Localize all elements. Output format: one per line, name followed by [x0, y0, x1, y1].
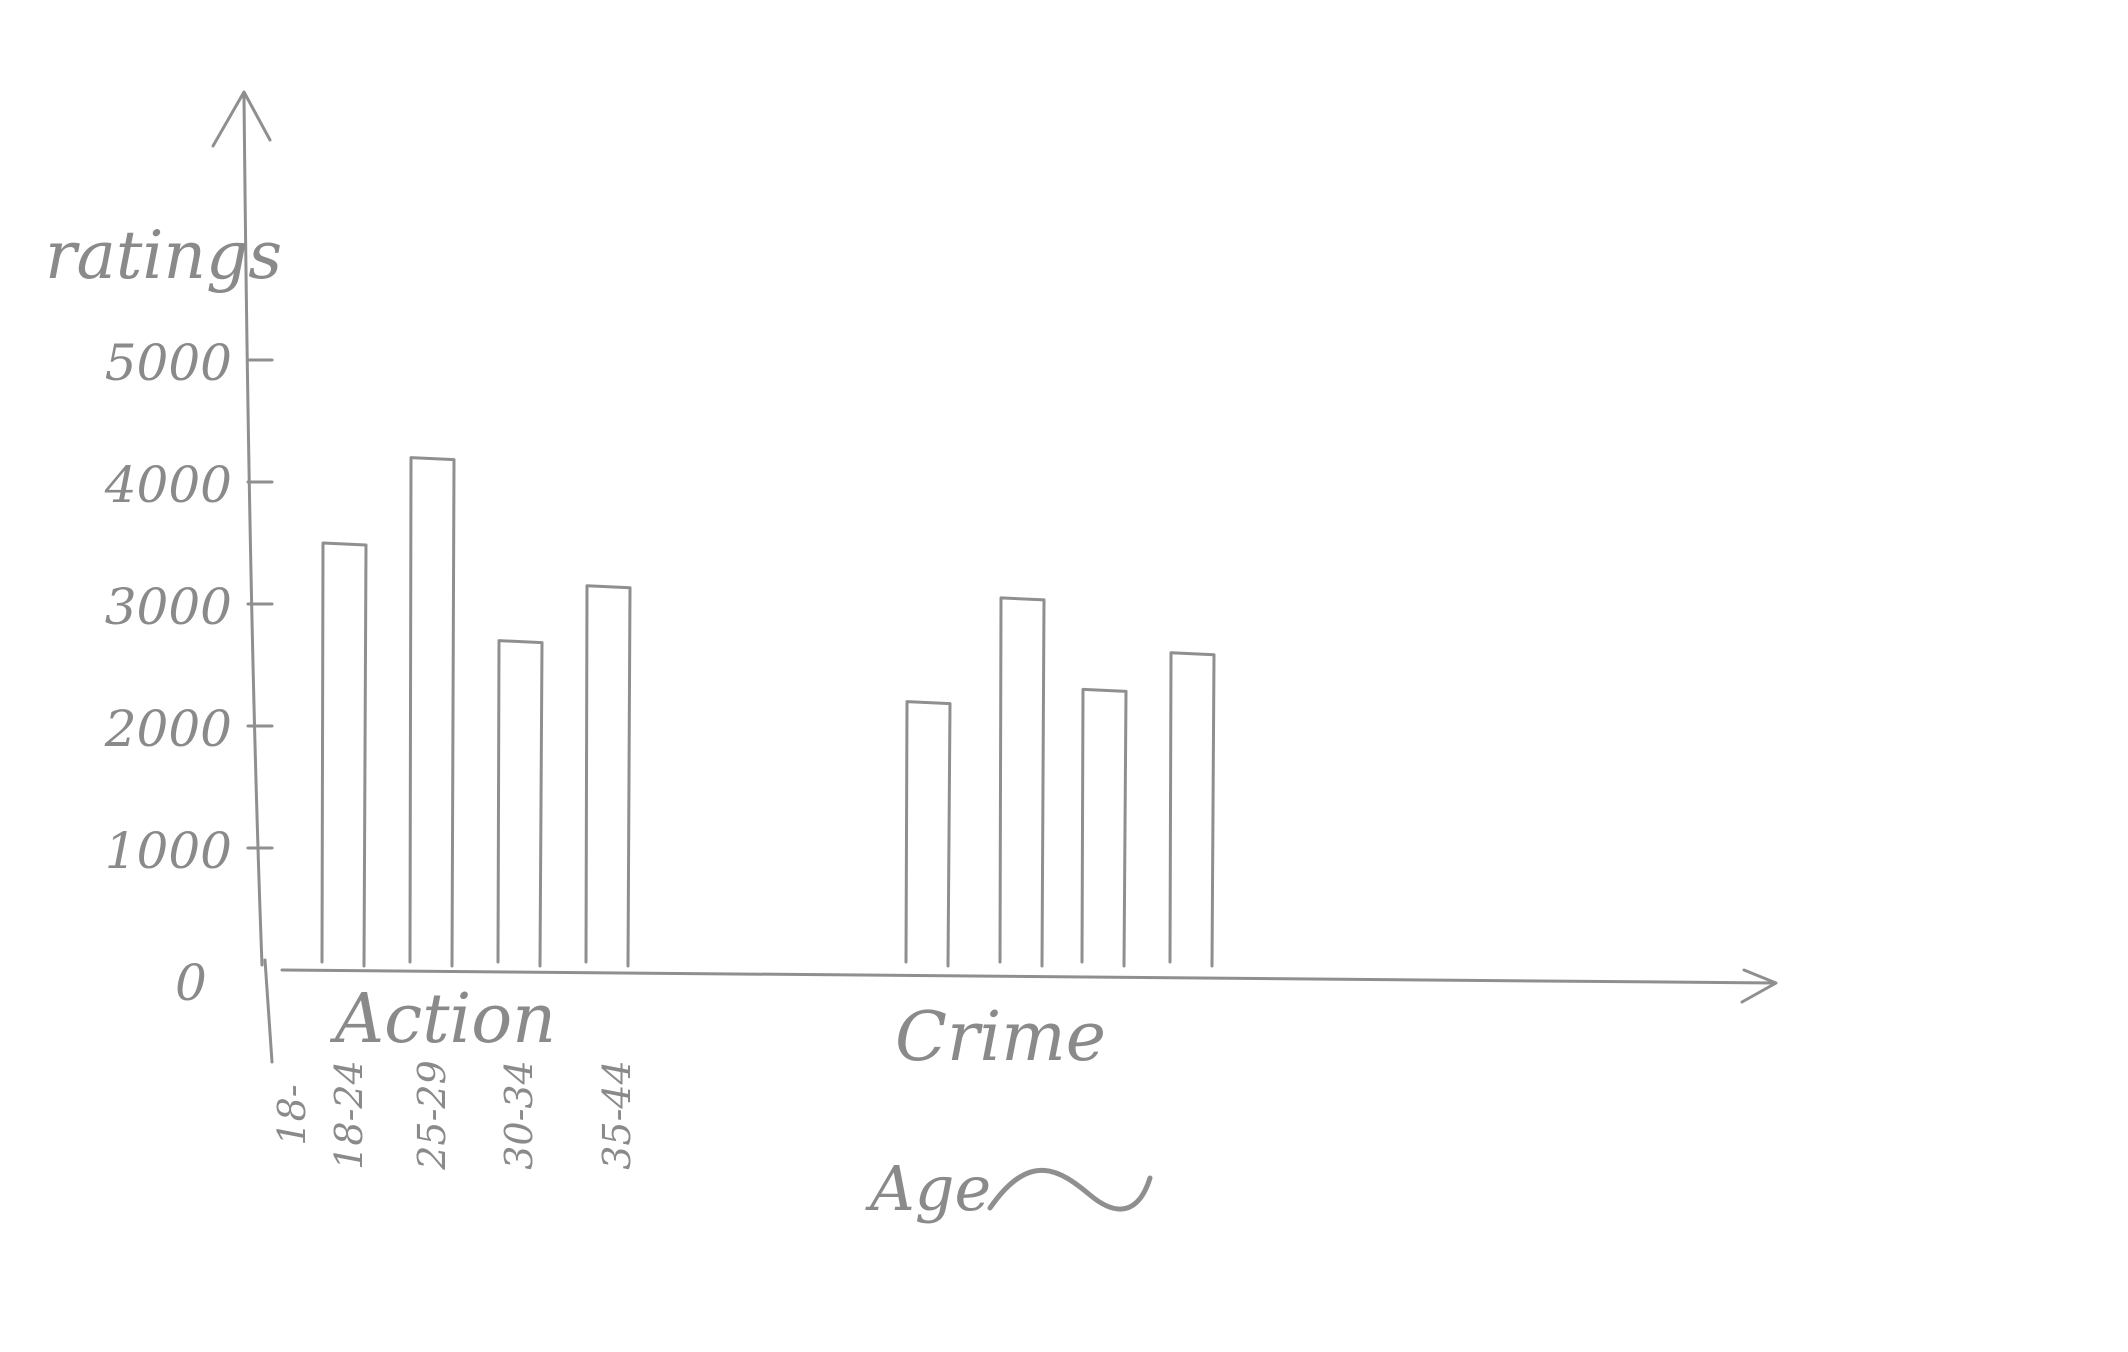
bars — [320, 456, 1216, 968]
y-tick-label: 3000 — [105, 578, 232, 636]
age-group-label: 35-44 — [595, 1060, 639, 1170]
age-group-label: 18- — [270, 1084, 314, 1145]
y-tick-label: 1000 — [105, 822, 232, 880]
y-tick-label: 0 — [175, 954, 207, 1012]
y-ticks: 0 1000 2000 3000 4000 5000 — [104, 334, 274, 1012]
age-group-label: 25-29 — [410, 1060, 454, 1171]
category-label-crime: Crime — [895, 998, 1106, 1077]
category-label-action: Action — [329, 980, 556, 1059]
y-tick-label: 2000 — [104, 700, 232, 758]
age-group-label: 18-24 — [327, 1060, 371, 1170]
x-axis-arrow — [1740, 968, 1778, 1004]
x-axis-title: Age — [865, 1152, 991, 1225]
age-group-label: 30-34 — [497, 1060, 541, 1170]
bar-action-3 — [496, 639, 544, 968]
bar-action-1 — [320, 541, 368, 968]
y-tick-label: 5000 — [105, 334, 232, 392]
bar-crime-3 — [1080, 687, 1128, 968]
y-axis-arrow — [211, 90, 272, 148]
axis-title-squiggle — [987, 1167, 1153, 1212]
y-axis-title: ratings — [45, 217, 282, 294]
bar-action-4 — [584, 584, 632, 968]
bar-crime-2 — [998, 596, 1046, 968]
axes — [211, 90, 1778, 1064]
bar-crime-4 — [1168, 651, 1216, 968]
x-axis-line — [280, 968, 1777, 985]
labels: ratings Age Action Crime 18- 18-24 25-29 30-3… — [45, 217, 1153, 1225]
bar-action-2 — [408, 456, 456, 968]
y-tick-label: 4000 — [104, 456, 232, 514]
bar-crime-1 — [904, 700, 952, 968]
y-axis-lower-stroke — [263, 958, 274, 1064]
